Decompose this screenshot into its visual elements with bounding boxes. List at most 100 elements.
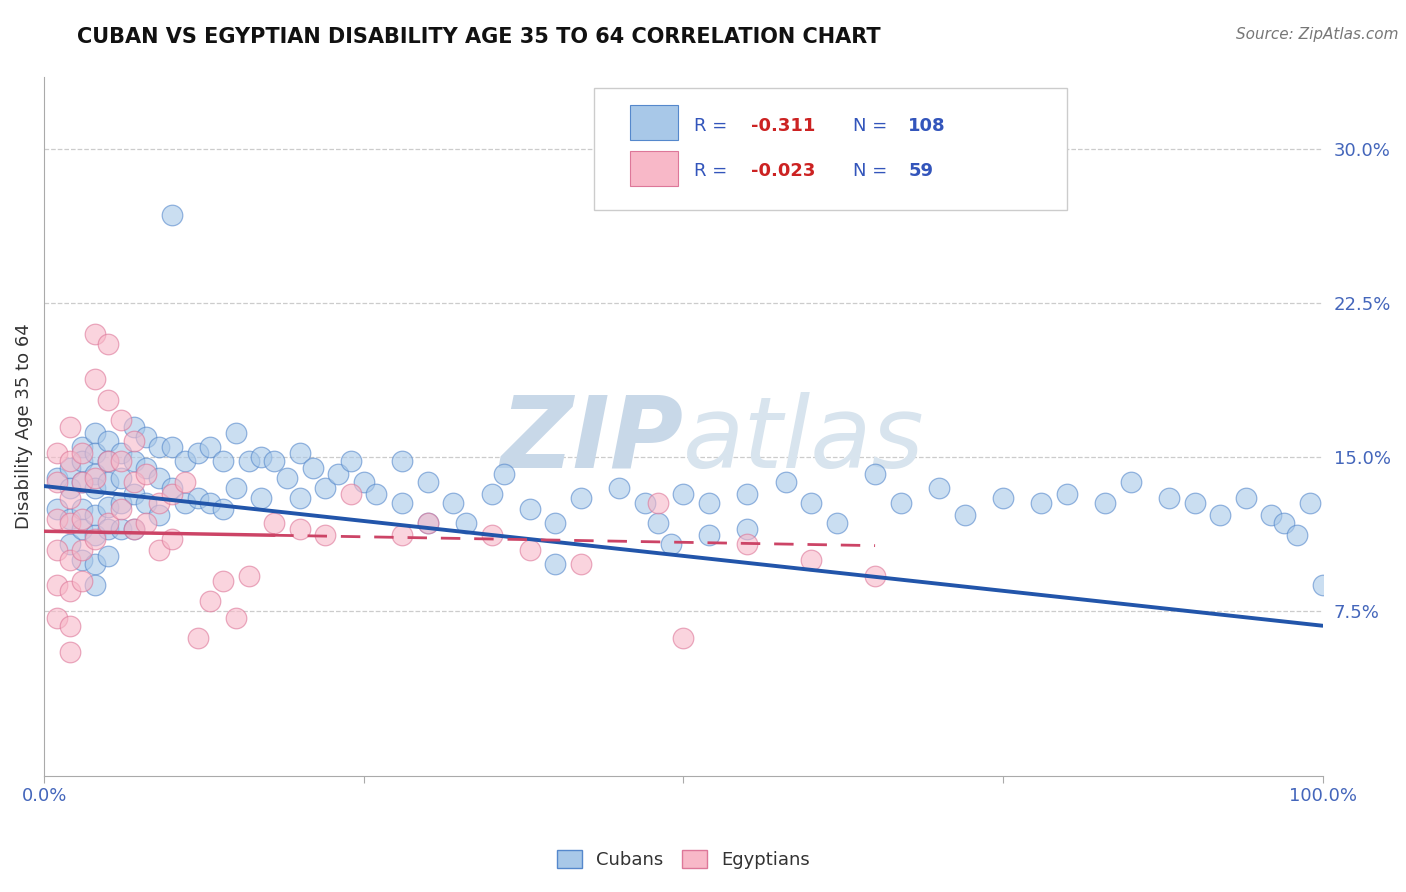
- Point: [59, 512, 82, 526]
- Point: [97, 392, 120, 407]
- Point: [148, 440, 170, 454]
- Point: [454, 516, 477, 530]
- Point: [991, 491, 1014, 506]
- Point: [97, 454, 120, 468]
- Point: [391, 528, 413, 542]
- Point: [263, 454, 285, 468]
- Point: [84, 471, 107, 485]
- Point: [353, 475, 375, 489]
- Point: [135, 460, 157, 475]
- Point: [340, 454, 363, 468]
- Point: [647, 495, 669, 509]
- Point: [301, 460, 323, 475]
- Point: [735, 487, 758, 501]
- Point: [263, 516, 285, 530]
- Point: [45, 475, 67, 489]
- Point: [494, 467, 516, 481]
- Point: [1260, 508, 1282, 522]
- Point: [288, 446, 311, 460]
- Point: [1031, 495, 1053, 509]
- Point: [122, 487, 145, 501]
- Point: [288, 522, 311, 536]
- Point: [250, 450, 273, 465]
- Point: [697, 528, 720, 542]
- Point: [775, 475, 797, 489]
- Point: [800, 495, 823, 509]
- Point: [173, 475, 195, 489]
- Point: [1119, 475, 1142, 489]
- FancyBboxPatch shape: [630, 105, 678, 140]
- Point: [84, 557, 107, 571]
- Point: [928, 481, 950, 495]
- Point: [122, 419, 145, 434]
- Point: [72, 475, 94, 489]
- Point: [328, 467, 350, 481]
- Point: [135, 467, 157, 481]
- Point: [110, 446, 132, 460]
- Point: [544, 516, 567, 530]
- Point: [135, 495, 157, 509]
- Point: [122, 475, 145, 489]
- Point: [1299, 495, 1322, 509]
- Point: [84, 425, 107, 440]
- Point: [416, 516, 439, 530]
- Point: [544, 557, 567, 571]
- Point: [672, 487, 695, 501]
- Point: [110, 413, 132, 427]
- Point: [276, 471, 298, 485]
- Point: [122, 522, 145, 536]
- Point: [72, 454, 94, 468]
- Point: [72, 553, 94, 567]
- FancyBboxPatch shape: [593, 88, 1067, 211]
- Text: R =: R =: [693, 162, 733, 180]
- Text: 108: 108: [908, 117, 946, 135]
- Point: [72, 512, 94, 526]
- Point: [84, 467, 107, 481]
- Point: [200, 440, 222, 454]
- Point: [97, 549, 120, 563]
- Point: [569, 557, 592, 571]
- Point: [863, 467, 886, 481]
- Text: R =: R =: [693, 117, 733, 135]
- Point: [697, 495, 720, 509]
- Point: [186, 631, 208, 645]
- Point: [212, 454, 235, 468]
- Point: [122, 522, 145, 536]
- Point: [441, 495, 464, 509]
- Point: [45, 610, 67, 624]
- Point: [569, 491, 592, 506]
- Point: [173, 454, 195, 468]
- Text: -0.311: -0.311: [751, 117, 815, 135]
- Point: [825, 516, 848, 530]
- Point: [340, 487, 363, 501]
- Point: [238, 454, 260, 468]
- Point: [59, 536, 82, 550]
- Point: [148, 495, 170, 509]
- Point: [59, 454, 82, 468]
- Point: [84, 481, 107, 495]
- Point: [519, 542, 541, 557]
- Point: [416, 516, 439, 530]
- Point: [200, 594, 222, 608]
- Point: [110, 454, 132, 468]
- Point: [59, 491, 82, 506]
- Point: [212, 501, 235, 516]
- Text: -0.023: -0.023: [751, 162, 815, 180]
- Point: [84, 528, 107, 542]
- Point: [659, 536, 682, 550]
- Point: [314, 528, 336, 542]
- Point: [135, 516, 157, 530]
- Point: [238, 569, 260, 583]
- Point: [160, 208, 183, 222]
- Point: [225, 610, 247, 624]
- Text: N =: N =: [853, 117, 893, 135]
- Point: [160, 481, 183, 495]
- Point: [110, 501, 132, 516]
- Point: [735, 522, 758, 536]
- Point: [314, 481, 336, 495]
- Point: [1312, 577, 1334, 591]
- Point: [97, 454, 120, 468]
- Point: [97, 516, 120, 530]
- Point: [59, 618, 82, 632]
- Point: [84, 446, 107, 460]
